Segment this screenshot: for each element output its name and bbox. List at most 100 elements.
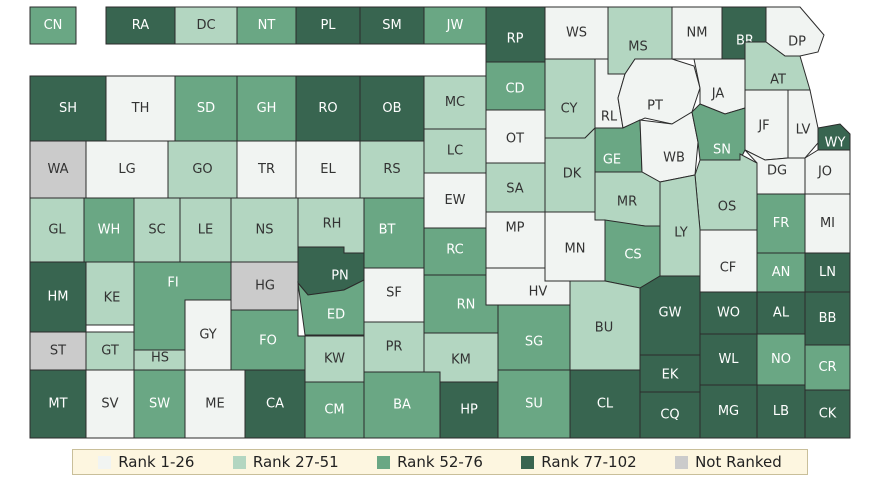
county-label-ck: CK	[819, 407, 837, 422]
county-dc[interactable]	[174, 6, 238, 45]
county-wl[interactable]	[699, 333, 758, 386]
county-sc[interactable]	[133, 197, 181, 263]
county-st[interactable]	[29, 331, 87, 371]
legend-swatch	[521, 455, 535, 469]
county-label-wa: WA	[47, 162, 68, 177]
county-jo[interactable]	[804, 149, 851, 195]
county-hm[interactable]	[29, 261, 87, 333]
county-label-ew: EW	[444, 193, 465, 208]
county-mi[interactable]	[804, 193, 851, 254]
county-su[interactable]	[497, 369, 571, 439]
county-label-dg: DG	[767, 164, 787, 179]
county-sv[interactable]	[85, 369, 135, 439]
county-label-hv: HV	[529, 285, 548, 300]
county-sw[interactable]	[133, 369, 186, 439]
county-label-bu: BU	[595, 321, 613, 336]
county-label-wy: WY	[825, 136, 846, 151]
county-label-dk: DK	[563, 167, 582, 182]
county-label-wh: WH	[98, 223, 121, 238]
county-label-nm: NM	[687, 26, 708, 41]
county-label-gl: GL	[48, 223, 66, 238]
county-cn[interactable]	[29, 6, 77, 45]
county-label-sh: SH	[59, 101, 77, 116]
legend-swatch	[98, 455, 112, 469]
county-label-at: AT	[770, 73, 786, 88]
legend-label: Rank 52-76	[397, 453, 483, 471]
county-al[interactable]	[756, 291, 806, 335]
county-wo[interactable]	[699, 291, 758, 335]
legend-swatch	[377, 455, 391, 469]
county-cr[interactable]	[804, 344, 851, 391]
county-label-ca: CA	[266, 397, 284, 412]
county-jw[interactable]	[423, 6, 487, 45]
county-label-ke: KE	[104, 291, 121, 306]
county-os[interactable]	[694, 153, 758, 231]
county-ed[interactable]	[297, 279, 365, 336]
county-label-rh: RH	[323, 217, 342, 232]
county-label-go: GO	[192, 162, 212, 177]
county-label-mp: MP	[505, 221, 524, 236]
legend-item-rank-1-26: Rank 1-26	[98, 453, 194, 471]
county-mg[interactable]	[699, 384, 758, 439]
county-mc[interactable]	[423, 75, 487, 130]
county-pl[interactable]	[295, 6, 361, 45]
county-ca[interactable]	[244, 369, 306, 439]
county-label-sd: SD	[197, 101, 215, 116]
county-label-jw: JW	[446, 18, 464, 33]
county-th[interactable]	[105, 75, 176, 142]
county-sh[interactable]	[29, 75, 107, 142]
county-label-os: OS	[718, 200, 736, 215]
county-label-sa: SA	[506, 182, 523, 197]
county-label-pn: PN	[331, 269, 349, 284]
county-label-mc: MC	[445, 95, 465, 110]
county-mt[interactable]	[29, 369, 87, 439]
county-kw[interactable]	[304, 335, 365, 383]
county-label-su: SU	[525, 397, 543, 412]
county-sm[interactable]	[359, 6, 425, 45]
county-label-sm: SM	[382, 18, 401, 33]
county-label-ms: MS	[628, 40, 647, 55]
county-bb[interactable]	[804, 291, 851, 346]
county-label-rc: RC	[446, 243, 463, 258]
county-label-pl: PL	[320, 18, 336, 33]
county-label-sn: SN	[713, 143, 731, 158]
county-wa[interactable]	[29, 140, 87, 199]
county-label-cn: CN	[44, 18, 63, 33]
county-gt[interactable]	[85, 331, 135, 371]
county-label-ns: NS	[256, 223, 274, 238]
county-label-bt: BT	[379, 223, 396, 238]
county-ra[interactable]	[105, 6, 176, 45]
county-label-el: EL	[320, 162, 336, 177]
county-label-mr: MR	[617, 195, 637, 210]
county-lb[interactable]	[756, 384, 806, 439]
county-label-tr: TR	[257, 162, 275, 177]
legend-item-not-ranked: Not Ranked	[675, 453, 782, 471]
county-ba[interactable]	[363, 371, 441, 439]
legend-swatch	[675, 455, 689, 469]
legend-item-rank-27-51: Rank 27-51	[232, 453, 339, 471]
county-label-cf: CF	[720, 261, 737, 276]
county-label-ro: RO	[318, 101, 337, 116]
county-label-hg: HG	[255, 279, 275, 294]
county-cy[interactable]	[544, 58, 596, 139]
county-label-cs: CS	[624, 248, 641, 263]
county-cm[interactable]	[304, 381, 365, 439]
county-nm[interactable]	[671, 6, 723, 60]
county-rs[interactable]	[359, 140, 425, 199]
county-label-ba: BA	[393, 398, 411, 413]
county-label-mi: MI	[820, 216, 835, 231]
county-label-pr: PR	[386, 340, 403, 355]
county-label-lg: LG	[118, 162, 135, 177]
county-label-al: AL	[773, 306, 790, 321]
county-ln[interactable]	[804, 252, 851, 293]
county-ns[interactable]	[230, 197, 299, 263]
county-sd[interactable]	[174, 75, 238, 142]
county-cq[interactable]	[639, 391, 701, 439]
county-label-rn: RN	[457, 298, 476, 313]
county-label-wb: WB	[663, 151, 685, 166]
county-label-km: KM	[451, 353, 471, 368]
county-label-sc: SC	[148, 223, 165, 238]
county-wh[interactable]	[83, 197, 135, 263]
county-ck[interactable]	[804, 389, 851, 439]
